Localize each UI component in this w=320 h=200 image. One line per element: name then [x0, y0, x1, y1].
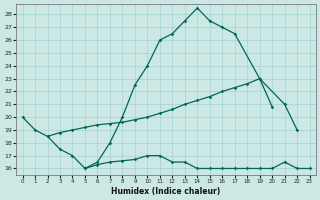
X-axis label: Humidex (Indice chaleur): Humidex (Indice chaleur)	[111, 187, 221, 196]
